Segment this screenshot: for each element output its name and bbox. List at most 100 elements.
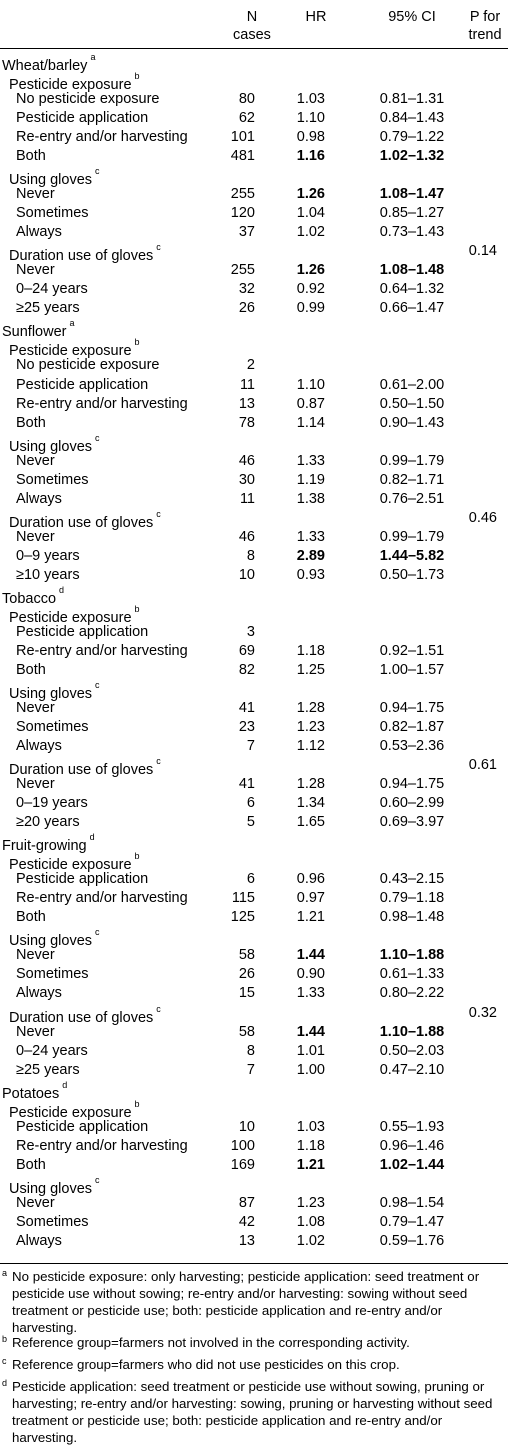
row-label-text: Pesticide application: [16, 110, 149, 127]
table-row: No pesticide exposure 2: [0, 356, 508, 375]
row-label: Both: [16, 661, 46, 680]
p-trend-cell: 0.32: [468, 1004, 497, 1021]
hr-cell: 1.14: [296, 414, 325, 431]
n-cases-cell: 13: [238, 1232, 255, 1249]
ci-cell: 1.00–1.57: [379, 661, 445, 678]
row-label-text: Always: [16, 224, 62, 241]
row-label: Both: [16, 1156, 46, 1175]
row-label-text: No pesticide exposure: [16, 357, 160, 374]
footnote-marker: b: [134, 603, 140, 614]
crop-heading-row: Wheat/barleya: [0, 52, 508, 74]
row-label: Duration use of glovesc: [9, 242, 161, 266]
row-label-text: Duration use of gloves: [9, 1009, 154, 1026]
header-rule: [0, 48, 508, 49]
ci-cell: 0.61–1.33: [379, 966, 445, 983]
table-row: Never 87 1.23 0.98–1.54: [0, 1194, 508, 1213]
table-row: No pesticide exposure 80 1.03 0.81–1.31: [0, 90, 508, 109]
hr-cell: 0.99: [296, 300, 325, 317]
row-label: Duration use of glovesc: [9, 756, 161, 780]
row-label: Never: [16, 261, 55, 280]
footnote: d Pesticide application: seed treatment o…: [2, 1378, 502, 1446]
table-row: Sometimes 120 1.04 0.85–1.27: [0, 204, 508, 223]
row-label: Pesticide application: [16, 376, 148, 395]
row-label: Never: [16, 1194, 55, 1213]
row-label: Always: [16, 490, 62, 509]
footnote-marker: c: [156, 1003, 161, 1014]
hr-cell: 1.65: [296, 814, 325, 831]
n-cases-cell: 6: [246, 795, 255, 812]
table-row: Sometimes 23 1.23 0.82–1.87: [0, 718, 508, 737]
category-row: Pesticide exposureb: [0, 337, 508, 359]
row-label: Never: [16, 452, 55, 471]
ci-cell: 0.64–1.32: [379, 281, 445, 298]
hr-cell: 0.93: [296, 566, 325, 583]
row-label-text: Always: [16, 1232, 62, 1249]
row-label-text: Re-entry and/or harvesting: [16, 395, 188, 412]
header-hr: HR: [296, 8, 336, 26]
category-row: Using glovesc: [0, 680, 508, 702]
row-label-text: Both: [16, 148, 46, 165]
ci-cell: 0.84–1.43: [379, 110, 445, 127]
hr-cell: 1.38: [296, 490, 325, 507]
hr-cell: 0.98: [296, 129, 325, 146]
n-cases-cell: 120: [230, 205, 255, 222]
row-label: Duration use of glovesc: [9, 1004, 161, 1028]
hr-cell: 0.92: [296, 281, 325, 298]
hr-cell: 1.23: [296, 719, 325, 736]
header-ci-label: 95% CI: [388, 9, 436, 25]
ci-cell: 0.60–2.99: [379, 795, 445, 812]
row-label-text: Never: [16, 1023, 55, 1040]
footnote-marker: a: [2, 1268, 8, 1278]
n-cases-cell: 58: [238, 947, 255, 964]
row-label: Never: [16, 1023, 55, 1042]
category-row: Pesticide exposureb: [0, 71, 508, 93]
crop-heading-row: Fruit-growingd: [0, 832, 508, 854]
table-row: Pesticide application 10 1.03 0.55–1.93: [0, 1118, 508, 1137]
row-label: Sometimes: [16, 471, 89, 490]
ci-cell: 1.08–1.47: [379, 186, 445, 203]
ci-cell: 1.02–1.32: [379, 148, 445, 165]
row-label-text: Never: [16, 452, 55, 469]
row-label: Both: [16, 147, 46, 166]
header-trend: P for trend: [463, 8, 507, 44]
ci-cell: 0.90–1.43: [379, 414, 445, 431]
footnote-rule: [0, 1263, 508, 1264]
row-label: Both: [16, 414, 46, 433]
hr-cell: 1.21: [296, 1156, 325, 1173]
ci-cell: 0.50–1.50: [379, 395, 445, 412]
row-label: Using glovesc: [9, 166, 100, 190]
hr-cell: 1.08: [296, 1213, 325, 1230]
n-cases-cell: 78: [238, 414, 255, 431]
footnote-text: Pesticide application: seed treatment or…: [12, 1379, 493, 1445]
n-cases-cell: 169: [230, 1156, 255, 1173]
ci-cell: 0.55–1.93: [379, 1118, 445, 1135]
hr-cell: 1.02: [296, 224, 325, 241]
n-cases-cell: 32: [238, 281, 255, 298]
n-cases-cell: 255: [230, 186, 255, 203]
n-cases-cell: 125: [230, 909, 255, 926]
table-row: Never 58 1.44 1.10–1.88: [0, 946, 508, 965]
row-label-text: Pesticide exposure: [9, 1104, 132, 1121]
n-cases-cell: 26: [238, 300, 255, 317]
footnote-marker: b: [134, 851, 140, 862]
ci-cell: 1.10–1.88: [379, 947, 445, 964]
table-row: Sometimes 26 0.90 0.61–1.33: [0, 965, 508, 984]
row-label-text: No pesticide exposure: [16, 91, 160, 108]
ci-cell: 0.50–2.03: [379, 1042, 445, 1059]
n-cases-cell: 481: [230, 148, 255, 165]
row-label: 0–19 years: [16, 794, 88, 813]
hr-cell: 1.19: [296, 471, 325, 488]
ci-cell: 0.61–2.00: [379, 376, 445, 393]
ci-cell: 0.73–1.43: [379, 224, 445, 241]
row-label: Never: [16, 699, 55, 718]
n-cases-cell: 82: [238, 661, 255, 678]
row-label-text: Never: [16, 528, 55, 545]
n-cases-cell: 42: [238, 1213, 255, 1230]
row-label: Fruit-growingd: [2, 832, 95, 856]
row-label: Sometimes: [16, 965, 89, 984]
ci-cell: 0.96–1.46: [379, 1137, 445, 1154]
n-cases-cell: 5: [246, 814, 255, 831]
row-label-text: ≥25 years: [16, 1061, 80, 1078]
row-label: Never: [16, 185, 55, 204]
